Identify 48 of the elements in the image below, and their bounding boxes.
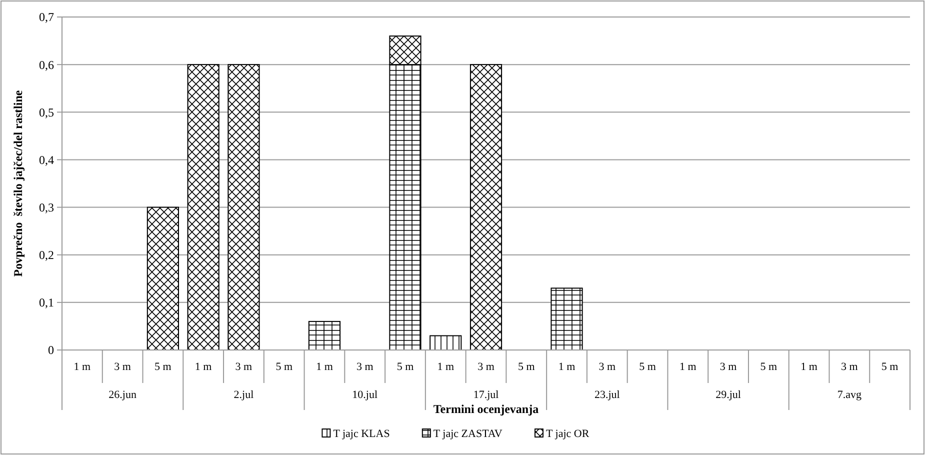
bar [228, 64, 260, 350]
legend-label: T jajc OR [546, 428, 590, 440]
bar [308, 320, 341, 350]
bar [430, 335, 462, 350]
y-tick-label: 0,4 [39, 152, 54, 167]
x-tick-label: 3 m [598, 361, 616, 373]
y-tick-label: 0,6 [39, 58, 54, 72]
x-tick-label: 5 m [639, 361, 656, 373]
text: 29.jul [716, 389, 741, 401]
text: 2.jul [234, 389, 254, 401]
x-tick-label: 5 m [154, 361, 172, 373]
bar [187, 64, 220, 350]
bar [146, 206, 179, 350]
x-tick-label: 5 m [396, 361, 414, 373]
x-tick-label: 5 m [760, 361, 778, 373]
x-tick-label: 3 m [356, 361, 374, 373]
y-axis-title: Povprečno število jajčec/del rastline [11, 90, 25, 277]
x-tick-label: 3 m [235, 361, 253, 373]
text: 23.jul [594, 389, 620, 401]
x-tick-label: 3 m [841, 361, 858, 373]
x-tick-label: 1 m [194, 361, 212, 373]
x-tick-label: 1 m [558, 361, 576, 373]
legend-label: T jajc ZASTAV [433, 428, 502, 440]
y-tick-label: 0,3 [39, 200, 54, 214]
x-tick-label: 5 m [881, 361, 899, 373]
x-tick-label: 3 m [114, 361, 132, 373]
x-tick-label: 3 m [478, 361, 495, 373]
y-tick-label: 0,2 [39, 248, 54, 262]
text: 7.avg [837, 389, 862, 401]
x-tick-label: 5 m [276, 361, 293, 373]
y-tick-label: 0,7 [39, 10, 54, 24]
bar [470, 64, 502, 350]
x-tick-label: 1 m [74, 361, 92, 373]
x-tick-label: 3 m [720, 361, 738, 373]
y-tick-label: 0,1 [39, 296, 54, 310]
legend-label: T jajc KLAS [333, 428, 390, 440]
x-tick-label: 1 m [316, 361, 334, 373]
x-tick-label: 1 m [800, 361, 818, 373]
x-axis-title: Termini ocenjevanja [433, 402, 539, 416]
y-tick-label: 0 [48, 343, 54, 358]
text: 10.jul [352, 389, 378, 401]
x-tick-label: 1 m [437, 361, 454, 373]
bar [550, 288, 583, 350]
y-tick-label: 0,5 [39, 105, 54, 120]
x-tick-label: 5 m [518, 361, 536, 373]
text: 26.jun [108, 389, 137, 401]
text: 17.jul [473, 389, 499, 401]
x-tick-label: 1 m [680, 361, 697, 373]
